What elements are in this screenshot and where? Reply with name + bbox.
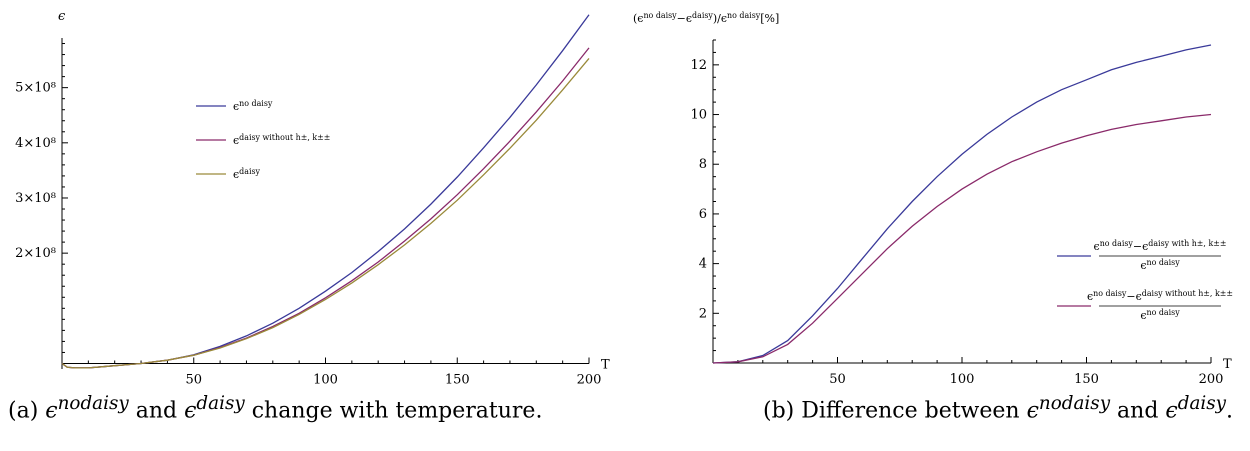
legend-numerator-1-part: −ϵ: [1133, 240, 1148, 253]
caption-a-symbol-2-sup: daisy: [196, 393, 245, 414]
legend-denominator-1: ϵno daisy: [1140, 258, 1180, 273]
legend-denominator-2-part: ϵ: [1140, 309, 1146, 322]
y-axis-label-part: no daisy: [727, 11, 761, 20]
y-axis-label-part: daisy: [692, 11, 713, 20]
y-tick-label: 5×10⁸: [15, 81, 56, 96]
legend-numerator-1-part: ϵ: [1094, 240, 1100, 253]
y-axis-label-part: )/ϵ: [713, 12, 727, 25]
y-tick-label: 2: [699, 306, 707, 321]
y-axis-label-part: [%]: [760, 12, 779, 25]
y-axis-label: ϵ: [58, 9, 66, 24]
caption-b-symbol-2-sup: daisy: [1177, 393, 1227, 414]
x-tick-label: 150: [1074, 372, 1099, 387]
x-tick-label: 200: [1199, 372, 1224, 387]
legend-label-2-part: daisy without h±, k±±: [239, 133, 330, 142]
caption-b-symbol-1: ϵ: [1026, 398, 1039, 424]
y-axis-label-part: −ϵ: [677, 12, 692, 25]
legend-numerator-1-part: daisy with h±, k±±: [1148, 239, 1226, 248]
x-tick-label: 50: [185, 372, 202, 387]
y-axis-label-part: no daisy: [643, 11, 677, 20]
series-line-2: [61, 47, 590, 369]
caption-a-suffix: change with temperature.: [244, 398, 543, 424]
y-tick-label: 2×10⁸: [15, 246, 56, 261]
legend-numerator-2-part: no daisy: [1093, 289, 1127, 298]
caption-a-symbol-1-sup: nodaisy: [57, 393, 129, 414]
y-axis-label: (ϵno daisy−ϵdaisy)/ϵno daisy[%]: [633, 11, 779, 26]
y-tick-label: 3×10⁸: [15, 191, 56, 206]
legend-label-2-part: ϵ: [233, 134, 239, 147]
caption-b-prefix: (b) Difference between: [763, 398, 1027, 424]
x-tick-label: 100: [313, 372, 338, 387]
caption-b-symbol-2: ϵ: [1165, 398, 1178, 424]
legend-label-3-part: ϵ: [233, 168, 239, 181]
legend-numerator-2-part: daisy without h±, k±±: [1142, 289, 1233, 298]
legend-denominator-2: ϵno daisy: [1140, 308, 1180, 323]
x-tick-label: 150: [445, 372, 470, 387]
y-tick-label: 4×10⁸: [15, 136, 56, 151]
caption-b-symbol-1-sup: nodaisy: [1038, 393, 1111, 414]
y-axis-label-part: (ϵ: [633, 12, 643, 25]
legend-numerator-1-part: no daisy: [1100, 239, 1134, 248]
y-tick-label: 6: [699, 207, 707, 222]
legend-label-1: ϵno daisy: [233, 99, 273, 114]
legend-label-1-part: ϵ: [233, 100, 239, 113]
series-line-3: [61, 57, 590, 369]
legend-numerator-1: ϵno daisy−ϵdaisy with h±, k±±: [1094, 239, 1227, 254]
caption-a-mid: and: [128, 398, 185, 424]
x-axis-label: T: [1223, 357, 1232, 372]
caption-a-prefix: (a): [8, 398, 46, 424]
legend-label-2: ϵdaisy without h±, k±±: [233, 133, 330, 148]
caption-a-symbol-2: ϵ: [184, 398, 197, 424]
legend-label-1-part: no daisy: [239, 99, 273, 108]
legend-denominator-2-part: no daisy: [1146, 308, 1180, 317]
chart-panel-b: 50 100 150 200 2 4 6 8 10 12 T (ϵno daisy−ϵdaisy)/ϵ…: [625, 0, 1250, 451]
series-line-2: [712, 113, 1212, 364]
legend-label-3-part: daisy: [239, 167, 260, 176]
caption-a: (a) ϵnodaisy and ϵdaisy change with temp…: [8, 393, 542, 423]
x-tick-label: 200: [577, 372, 602, 387]
series-line-1: [712, 44, 1212, 364]
caption-b-suffix: .: [1226, 398, 1234, 424]
y-tick-label: 8: [699, 157, 707, 172]
y-tick-label: 4: [699, 257, 707, 272]
legend-numerator-2: ϵno daisy−ϵdaisy without h±, k±±: [1087, 289, 1233, 304]
legend-denominator-1-part: ϵ: [1140, 259, 1146, 272]
caption-b: (b) Difference between ϵnodaisy and ϵdai…: [763, 393, 1233, 423]
x-tick-label: 50: [829, 372, 846, 387]
legend-numerator-2-part: ϵ: [1087, 290, 1093, 303]
legend-label-3: ϵdaisy: [233, 167, 261, 182]
x-axis-label: T: [601, 357, 610, 372]
y-tick-label: 10: [690, 108, 707, 123]
series-line-1: [61, 14, 590, 369]
y-tick-label: 12: [690, 58, 707, 73]
caption-a-symbol-1: ϵ: [45, 398, 58, 424]
x-tick-label: 100: [950, 372, 975, 387]
legend-denominator-1-part: no daisy: [1146, 258, 1180, 267]
caption-b-mid: and: [1110, 398, 1166, 424]
legend-numerator-2-part: −ϵ: [1126, 290, 1141, 303]
